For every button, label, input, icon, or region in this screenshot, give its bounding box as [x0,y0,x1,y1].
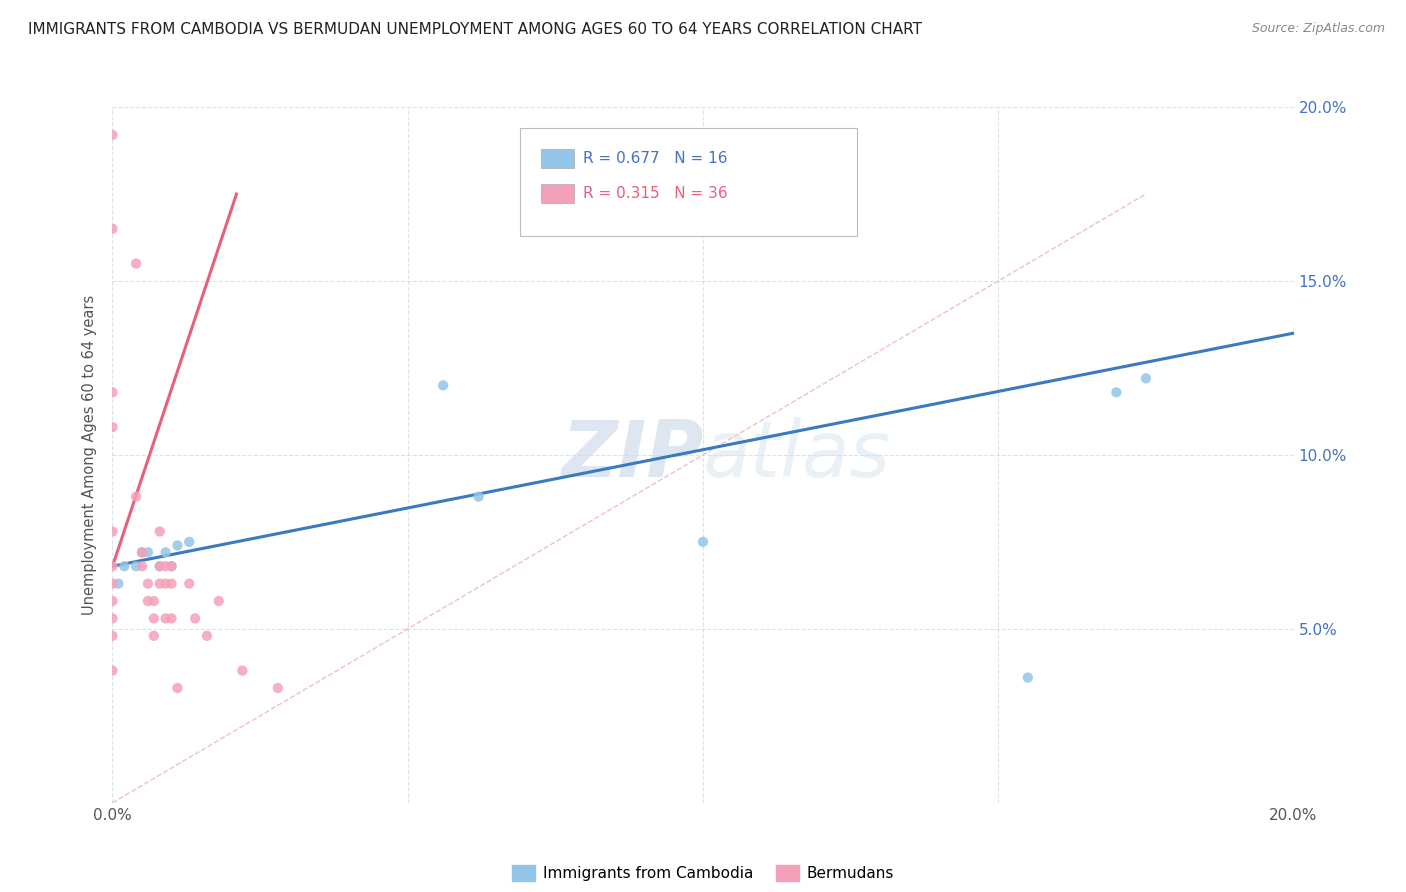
Text: R = 0.677   N = 16: R = 0.677 N = 16 [582,151,727,166]
Point [160,559,183,574]
Point [101,385,124,400]
Point [155,611,177,625]
Point [142,594,165,608]
Point [131,545,153,559]
Text: IMMIGRANTS FROM CAMBODIA VS BERMUDAN UNEMPLOYMENT AMONG AGES 60 TO 64 YEARS CORR: IMMIGRANTS FROM CAMBODIA VS BERMUDAN UNE… [28,22,922,37]
Point [131,559,153,574]
Point [101,629,124,643]
Point [101,524,124,539]
Point [166,538,188,552]
Point [208,594,231,608]
Point [267,681,290,695]
Point [179,576,201,591]
Point [101,594,124,608]
Point [149,559,172,574]
Point [107,576,129,591]
Point [125,490,148,504]
Point [155,559,177,574]
Point [101,664,124,678]
Point [467,490,489,504]
Point [195,629,218,643]
Point [101,128,124,142]
Point [101,420,124,434]
Point [125,559,148,574]
Point [432,378,454,392]
Point [160,576,183,591]
Point [136,576,159,591]
Point [131,545,153,559]
Point [101,576,124,591]
Text: ZIP: ZIP [561,417,703,493]
Point [1135,371,1157,385]
Point [166,681,188,695]
Point [136,594,159,608]
Text: Source: ZipAtlas.com: Source: ZipAtlas.com [1251,22,1385,36]
FancyBboxPatch shape [541,149,574,169]
Text: atlas: atlas [703,417,891,493]
FancyBboxPatch shape [541,184,574,203]
Point [136,545,159,559]
Point [184,611,207,625]
Point [112,559,135,574]
Point [125,256,148,270]
Y-axis label: Unemployment Among Ages 60 to 64 years: Unemployment Among Ages 60 to 64 years [82,294,97,615]
Point [142,629,165,643]
Point [149,524,172,539]
Point [101,559,124,574]
Point [160,559,183,574]
Point [149,559,172,574]
Point [1017,671,1039,685]
Point [692,534,714,549]
Legend: Immigrants from Cambodia, Bermudans: Immigrants from Cambodia, Bermudans [506,859,900,888]
Point [1105,385,1128,400]
FancyBboxPatch shape [520,128,856,235]
Point [160,611,183,625]
Point [155,545,177,559]
Point [155,576,177,591]
Point [149,576,172,591]
Point [101,611,124,625]
Text: R = 0.315   N = 36: R = 0.315 N = 36 [582,186,727,201]
Point [179,534,201,549]
Point [101,221,124,235]
Point [142,611,165,625]
Point [231,664,253,678]
